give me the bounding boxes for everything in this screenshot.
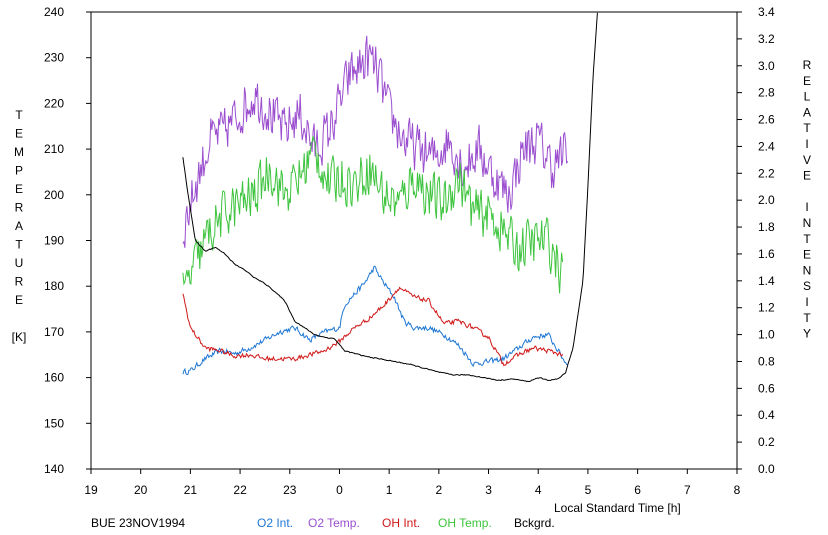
y-right-tick-label: 0.2 [758,435,775,449]
y-left-label-letter: R [15,201,24,215]
y-right-label-letter: T [803,311,811,325]
y-right-label-letter: V [803,153,811,167]
x-tick-label: 22 [233,483,247,497]
y-right-tick-label: 0.8 [758,354,775,368]
y-right-label-letter: A [803,105,811,119]
y-right-tick-label: 2.2 [758,166,775,180]
x-tick-label: 5 [585,483,592,497]
y-right-tick-label: 1.4 [758,274,775,288]
y-right-label-letter: L [804,90,811,104]
x-tick-label: 3 [485,483,492,497]
y-left-label-letter: M [14,145,24,159]
y-left-tick-label: 150 [44,416,64,430]
y-right-label-letter: R [803,58,812,72]
series-line-2 [182,286,564,367]
y-left-tick-label: 230 [44,51,64,65]
y-left-tick-label: 160 [44,371,64,385]
x-tick-label: 0 [336,483,343,497]
y-left-label-letter: T [15,108,23,122]
y-right-tick-label: 0.6 [758,381,775,395]
y-right-tick-label: 0.0 [758,462,775,476]
legend-entry-4: Bckgrd. [514,516,555,530]
y-left-tick-label: 170 [44,325,64,339]
y-left-label-letter: P [15,164,23,178]
legend-entry-3: OH Temp. [438,516,492,530]
x-axis-label: Local Standard Time [h] [554,501,681,515]
y-right-label-letter: I [805,295,808,309]
series-line-4 [182,12,598,383]
x-tick-label: 20 [134,483,148,497]
y-right-tick-label: 3.2 [758,32,775,46]
y-left-tick-label: 200 [44,188,64,202]
y-left-tick-label: 240 [44,5,64,19]
y-right-tick-label: 1.6 [758,247,775,261]
y-left-label-letter: [K] [12,330,27,344]
x-tick-label: 2 [436,483,443,497]
series-layer [182,12,598,383]
labels-layer: 1401501601701801902002102202302400.00.20… [12,5,812,530]
y-left-tick-label: 190 [44,234,64,248]
y-left-label-letter: A [15,219,23,233]
y-right-tick-label: 2.8 [758,86,775,100]
y-right-label-letter: T [803,232,811,246]
chart-caption: BUE 23NOV1994 [91,516,185,530]
y-right-label-letter: E [803,169,811,183]
y-left-label-letter: E [15,182,23,196]
axes-layer [86,11,742,474]
x-tick-label: 4 [535,483,542,497]
y-left-label-letter: R [15,275,24,289]
y-left-label-letter: T [15,238,23,252]
y-left-tick-label: 180 [44,279,64,293]
y-right-tick-label: 1.0 [758,328,775,342]
y-right-tick-label: 0.4 [758,408,775,422]
y-right-tick-label: 2.6 [758,113,775,127]
y-left-label-letter: E [15,293,23,307]
x-tick-label: 19 [84,483,98,497]
y-right-label-letter: I [805,200,808,214]
y-right-tick-label: 1.8 [758,220,775,234]
y-right-label-letter: E [803,74,811,88]
x-tick-label: 1 [386,483,393,497]
y-right-label-letter: E [803,248,811,262]
legend-entry-0: O2 Int. [257,516,293,530]
y-right-tick-label: 3.0 [758,59,775,73]
series-line-0 [182,265,568,376]
y-left-tick-label: 140 [44,462,64,476]
y-right-label-letter: S [803,279,811,293]
y-right-tick-label: 1.2 [758,301,775,315]
y-right-tick-label: 2.0 [758,193,775,207]
y-right-label-letter: N [803,216,812,230]
x-tick-label: 8 [734,483,741,497]
y-left-label-letter: U [15,256,24,270]
series-line-1 [182,35,568,248]
y-right-label-letter: Y [803,327,811,341]
y-left-label-letter: E [15,127,23,141]
y-right-label-letter: I [805,137,808,151]
x-tick-label: 7 [684,483,691,497]
x-tick-label: 21 [184,483,198,497]
x-tick-label: 6 [634,483,641,497]
y-right-label-letter: N [803,263,812,277]
y-right-tick-label: 3.4 [758,5,775,19]
y-right-label-letter: T [803,121,811,135]
series-line-3 [182,136,564,294]
x-tick-label: 23 [283,483,297,497]
legend-entry-1: O2 Temp. [308,516,360,530]
legend-entry-2: OH Int. [382,516,420,530]
y-right-tick-label: 2.4 [758,139,775,153]
y-left-tick-label: 210 [44,142,64,156]
y-left-tick-label: 220 [44,96,64,110]
